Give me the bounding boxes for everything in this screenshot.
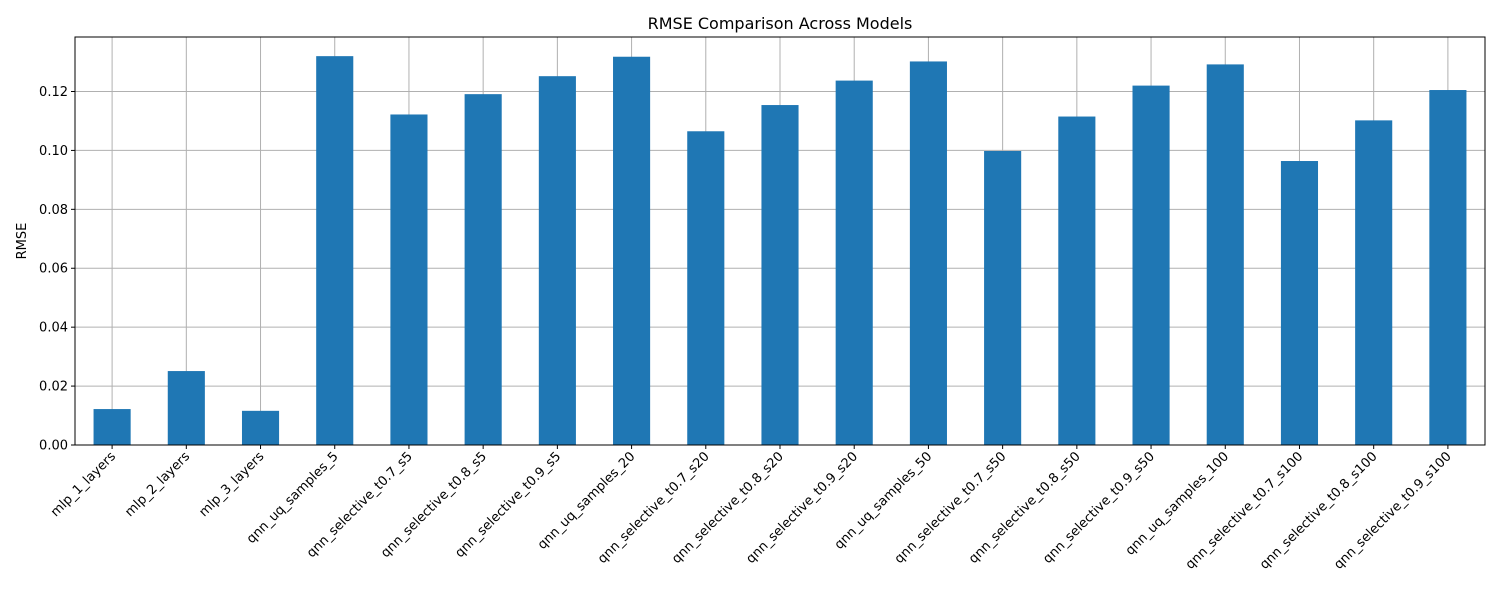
x-tick-label: mlp_3_layers — [197, 449, 268, 520]
bar-qnn_selective_t0.9_s20 — [835, 80, 873, 445]
y-axis-label: RMSE — [15, 223, 30, 260]
bar-qnn_uq_samples_50 — [909, 61, 947, 446]
x-tick-label: mlp_2_layers — [122, 449, 193, 520]
x-tick-label: qnn_selective_t0.7_s100 — [1183, 449, 1306, 572]
y-tick-label: 0.02 — [39, 380, 68, 395]
y-tick-label: 0.00 — [39, 439, 68, 454]
bar-qnn_selective_t0.7_s50 — [984, 151, 1022, 445]
bar-qnn_selective_t0.9_s50 — [1132, 85, 1170, 445]
bar-qnn_selective_t0.7_s20 — [687, 131, 725, 445]
x-tick-label: qnn_selective_t0.8_s100 — [1257, 449, 1380, 572]
bar-qnn_selective_t0.9_s5 — [538, 76, 576, 446]
bar-mlp_2_layers — [167, 371, 205, 445]
x-axis-ticks: mlp_1_layers mlp_2_layers mlp_3_layers qnn_… — [48, 445, 1455, 573]
bar-qnn_uq_samples_20 — [613, 56, 651, 445]
bar-qnn_selective_t0.9_s100 — [1429, 90, 1467, 445]
bar-qnn_selective_t0.8_s50 — [1058, 116, 1096, 445]
bar-qnn_selective_t0.8_s20 — [761, 105, 799, 445]
bar-qnn_selective_t0.7_s100 — [1280, 161, 1319, 446]
bar-mlp_3_layers — [241, 410, 280, 445]
bar-qnn_selective_t0.8_s5 — [464, 94, 502, 445]
y-tick-label: 0.08 — [39, 203, 68, 218]
x-tick-label: qnn_selective_t0.9_s100 — [1331, 449, 1454, 572]
chart-title: RMSE Comparison Across Models — [648, 14, 913, 33]
y-tick-label: 0.04 — [39, 321, 68, 336]
bars — [93, 56, 1467, 446]
y-tick-label: 0.10 — [39, 144, 68, 159]
bar-mlp_1_layers — [93, 409, 131, 445]
x-tick-label: mlp_1_layers — [48, 449, 119, 520]
bar-qnn_uq_samples_100 — [1206, 64, 1244, 445]
y-tick-label: 0.12 — [39, 85, 68, 100]
bar-qnn_selective_t0.8_s100 — [1355, 120, 1393, 446]
y-axis-ticks: 0.00 0.02 0.04 0.06 0.08 0.10 0.12 — [39, 85, 75, 454]
bar-qnn_uq_samples_5 — [316, 56, 354, 446]
bar-qnn_selective_t0.7_s5 — [390, 114, 428, 445]
y-tick-label: 0.06 — [39, 262, 68, 277]
